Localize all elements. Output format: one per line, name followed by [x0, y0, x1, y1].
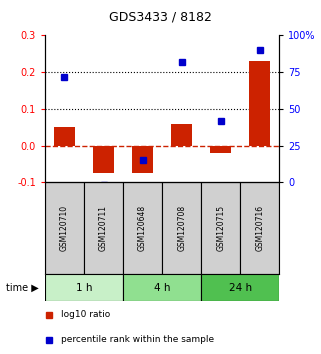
Bar	[123, 274, 201, 301]
Text: GSM120715: GSM120715	[216, 205, 225, 251]
Bar	[240, 182, 279, 274]
Bar	[201, 182, 240, 274]
Text: GSM120711: GSM120711	[99, 205, 108, 251]
Bar	[171, 124, 192, 145]
Bar	[45, 274, 123, 301]
Text: time ▶: time ▶	[6, 282, 39, 293]
Bar	[54, 127, 75, 145]
Text: 4 h: 4 h	[154, 282, 170, 293]
Bar	[249, 61, 271, 145]
Text: GSM120648: GSM120648	[138, 205, 147, 251]
Bar	[93, 145, 114, 173]
Text: 1 h: 1 h	[76, 282, 92, 293]
Text: GSM120716: GSM120716	[255, 205, 264, 251]
Bar	[210, 145, 231, 153]
Bar	[132, 145, 153, 173]
Text: 24 h: 24 h	[229, 282, 252, 293]
Bar	[84, 182, 123, 274]
Bar	[201, 274, 279, 301]
Text: percentile rank within the sample: percentile rank within the sample	[61, 335, 214, 344]
Text: GSM120708: GSM120708	[177, 205, 186, 251]
Text: GDS3433 / 8182: GDS3433 / 8182	[109, 11, 212, 24]
Bar	[45, 182, 84, 274]
Bar	[162, 182, 201, 274]
Text: log10 ratio: log10 ratio	[61, 310, 111, 319]
Text: GSM120710: GSM120710	[60, 205, 69, 251]
Bar	[123, 182, 162, 274]
